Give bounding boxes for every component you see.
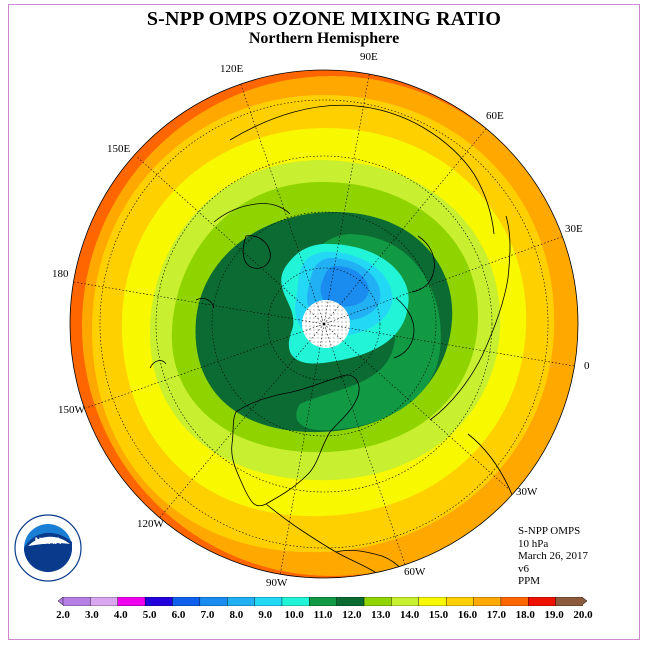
info-date: March 26, 2017 [518, 550, 588, 562]
info-instrument: S-NPP OMPS [518, 525, 581, 537]
colorbar-swatch [445, 597, 475, 606]
colorbar-swatch [172, 597, 201, 606]
lon-label-60e: 60E [486, 110, 504, 122]
colorbar-swatch [528, 597, 557, 606]
hemisphere-boundary [69, 69, 579, 579]
noaa-logo: NOAA [14, 514, 82, 582]
band-7 [320, 266, 369, 307]
colorbar-swatch [555, 597, 583, 606]
colorbar-swatch [500, 597, 529, 606]
lon-label-60w: 60W [404, 566, 426, 578]
colorbar-swatch [473, 597, 502, 606]
lon-label-0: 0 [584, 360, 590, 372]
colorbar-swatch [227, 597, 256, 606]
map-subtitle: Northern Hemisphere [248, 30, 400, 47]
colorbar-label: 4.0 [113, 609, 128, 621]
colorbar-label: 19.0 [544, 609, 564, 621]
colorbar-swatch [63, 597, 92, 606]
lon-label-30e: 30E [565, 223, 583, 235]
colorbar-swatch [90, 597, 119, 606]
map-info: S-NPP OMPS 10 hPa March 26, 2017 v6 PPM [518, 525, 588, 588]
lon-label-120w: 120W [137, 518, 164, 530]
info-units: PPM [518, 575, 541, 587]
svg-text:NOAA: NOAA [35, 536, 62, 546]
lon-label-120e: 120E [220, 63, 244, 75]
colorbar-label: 14.0 [400, 609, 420, 621]
colorbar-label: 6.0 [171, 609, 186, 621]
lon-label-150e: 150E [107, 143, 131, 155]
lon-label-180: 180 [52, 268, 69, 280]
polar-no-data-cap [302, 300, 350, 348]
colorbar-swatch [254, 597, 283, 606]
plot-frame [8, 4, 640, 640]
colorbar-label: 8.0 [229, 609, 244, 621]
colorbar-swatch [391, 597, 420, 606]
colorbar-swatch [117, 597, 146, 606]
info-level: 10 hPa [518, 537, 549, 550]
lon-label-90w: 90W [266, 577, 288, 589]
map-title: S-NPP OMPS OZONE MIXING RATIO [146, 8, 502, 30]
colorbar-swatch [309, 597, 338, 606]
colorbar-swatch [363, 597, 393, 606]
colorbar-label: 15.0 [428, 609, 449, 621]
colorbar [63, 597, 583, 606]
lon-label-30w: 30W [516, 486, 538, 498]
colorbar-label: 17.0 [486, 609, 506, 621]
colorbar-label: 16.0 [457, 609, 478, 621]
colorbar-label: 3.0 [85, 609, 99, 621]
colorbar-swatch [418, 597, 447, 606]
colorbar-swatch [336, 597, 365, 606]
colorbar-label: 5.0 [142, 609, 157, 621]
colorbar-label: 2.0 [56, 609, 70, 621]
lon-label-90e: 90E [360, 51, 378, 63]
colorbar-label: 13.0 [371, 609, 391, 621]
colorbar-label: 10.0 [284, 609, 304, 621]
lon-label-150w: 150W [58, 404, 85, 416]
colorbar-label: 12.0 [342, 609, 362, 621]
info-version: v6 [518, 562, 529, 575]
colorbar-swatch [199, 597, 228, 606]
colorbar-label: 11.0 [313, 609, 333, 621]
colorbar-label: 7.0 [200, 609, 215, 621]
colorbar-label: 9.0 [258, 609, 273, 621]
colorbar-label: 18.0 [515, 609, 535, 621]
colorbar-swatch [144, 597, 174, 606]
colorbar-label: 20.0 [573, 609, 593, 621]
graticule [73, 70, 575, 577]
colorbar-swatch [281, 597, 311, 606]
